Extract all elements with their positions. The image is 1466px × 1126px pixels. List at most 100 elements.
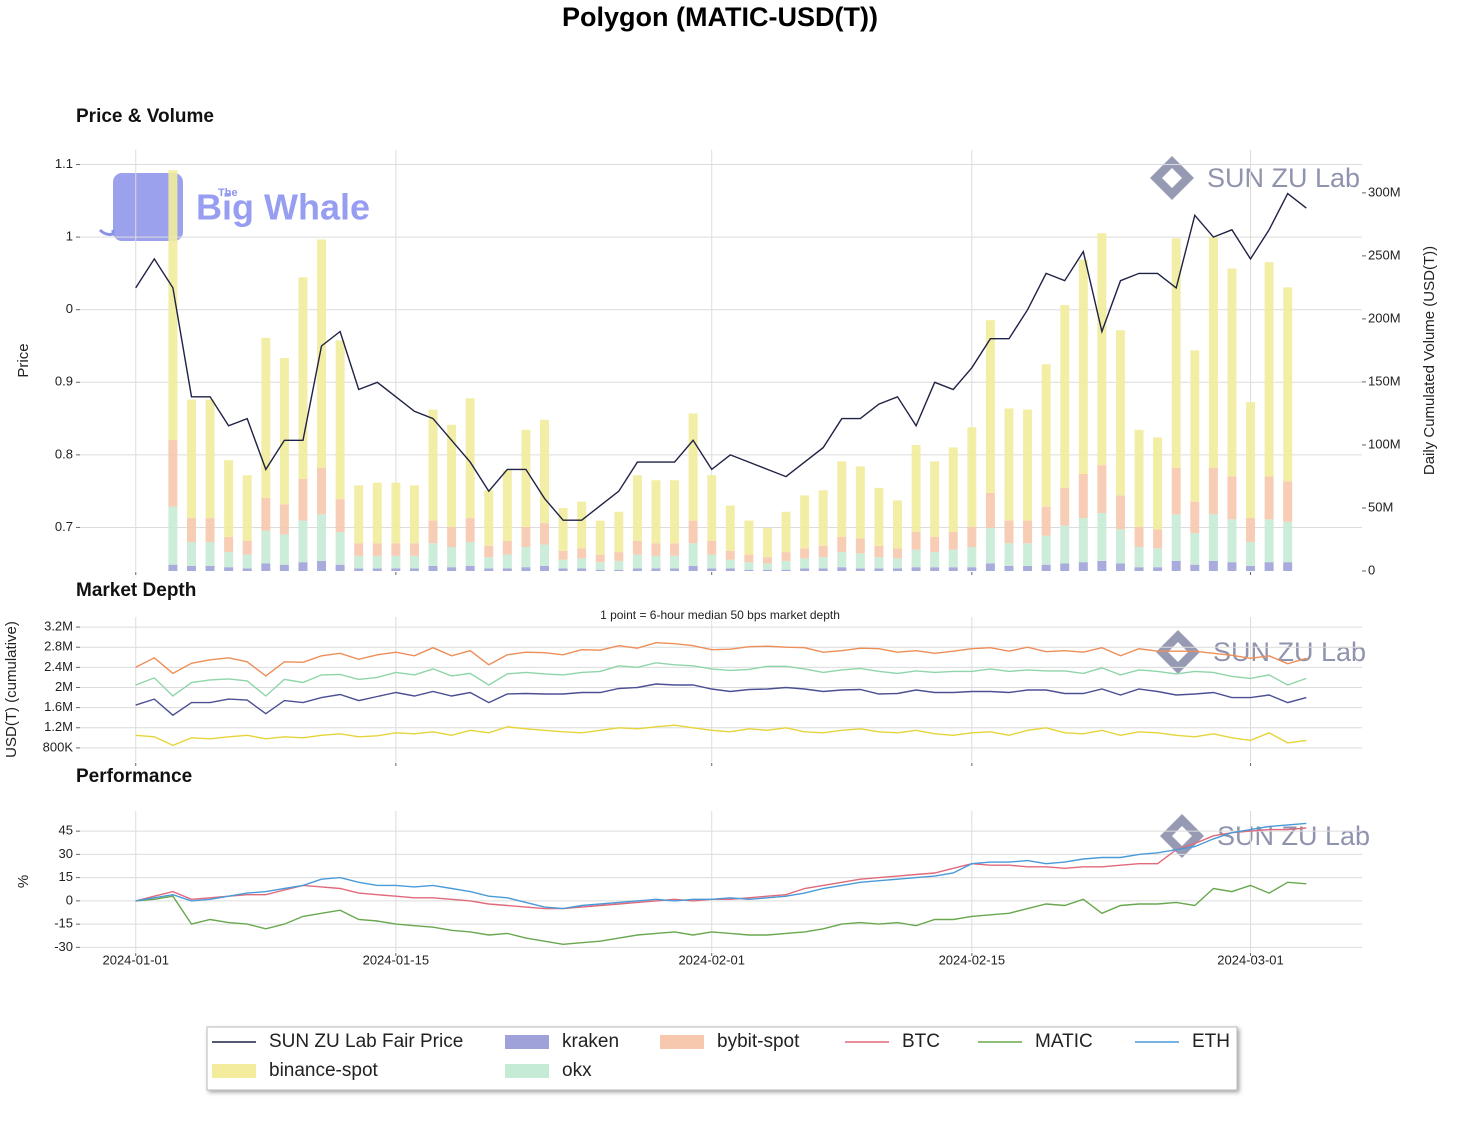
- volume-bar: [893, 568, 903, 571]
- volume-bar: [1134, 547, 1144, 568]
- volume-bar: [781, 569, 791, 571]
- volume-bar: [539, 419, 549, 524]
- volume-bar: [1227, 476, 1237, 520]
- volume-bar: [205, 542, 215, 566]
- volume-bar: [279, 534, 289, 565]
- volume-bar: [781, 511, 791, 553]
- y2-tick-label: 150M: [1368, 373, 1401, 388]
- volume-bar: [1004, 520, 1014, 544]
- volume-bar: [317, 239, 327, 468]
- volume-bar: [651, 555, 661, 569]
- y2-tick-label: 0: [1368, 562, 1375, 577]
- volume-bar: [1060, 305, 1070, 488]
- volume-bar: [298, 562, 308, 571]
- logo-text: Big Whale: [196, 187, 370, 228]
- volume-bar: [521, 526, 531, 548]
- volume-bar: [391, 568, 401, 571]
- volume-bar: [1208, 467, 1218, 515]
- page-title: Polygon (MATIC-USD(T)): [562, 2, 878, 32]
- legend-label: MATIC: [1035, 1031, 1093, 1052]
- volume-bar: [781, 552, 791, 561]
- volume-bar: [1283, 287, 1293, 482]
- volume-bar: [744, 554, 754, 563]
- volume-bar: [1097, 465, 1107, 514]
- volume-bar: [428, 543, 438, 566]
- volume-bar: [168, 506, 178, 565]
- volume-bar: [205, 518, 215, 543]
- volume-bar: [1153, 437, 1163, 530]
- volume-bar: [261, 337, 271, 498]
- y-axis-label: %: [15, 875, 32, 888]
- volume-bar: [725, 505, 735, 551]
- volume-bar: [447, 567, 457, 571]
- volume-bar: [317, 514, 327, 561]
- volume-bar: [484, 557, 494, 569]
- volume-bar: [855, 466, 865, 539]
- volume-bar: [1041, 564, 1051, 571]
- volume-bar: [1097, 513, 1107, 561]
- volume-bar: [837, 552, 847, 568]
- volume-bar: [558, 550, 568, 560]
- y-tick-label: 45: [59, 823, 73, 838]
- volume-bar: [335, 340, 345, 500]
- volume-bar: [279, 564, 289, 571]
- volume-bar: [354, 543, 364, 556]
- volume-bar: [1190, 533, 1200, 565]
- volume-bar: [502, 470, 512, 541]
- volume-bar: [855, 553, 865, 569]
- volume-bar: [1023, 543, 1033, 566]
- volume-bar: [632, 475, 642, 541]
- volume-bar: [1208, 236, 1218, 468]
- volume-bar: [1153, 548, 1163, 568]
- volume-bar: [1227, 519, 1237, 563]
- volume-bar: [261, 530, 271, 564]
- volume-bar: [837, 536, 847, 553]
- sunzu-logo: [1156, 630, 1200, 674]
- volume-bar: [224, 536, 234, 553]
- volume-bar: [1246, 402, 1256, 519]
- volume-bar: [447, 547, 457, 568]
- volume-bar: [670, 568, 680, 571]
- volume-bar: [595, 569, 605, 571]
- volume-bar: [577, 568, 587, 571]
- volume-bar: [261, 563, 271, 571]
- volume-bar: [930, 567, 940, 571]
- y2-axis-label: Daily Cumulated Volume (USD(T)): [1421, 246, 1438, 475]
- volume-bar: [242, 554, 252, 569]
- volume-bar: [874, 487, 884, 546]
- x-tick-label: 2024-03-01: [1217, 952, 1284, 967]
- volume-bar: [1246, 518, 1256, 543]
- y2-tick-label: 50M: [1368, 499, 1393, 514]
- volume-bar: [279, 504, 289, 535]
- volume-bar: [1153, 529, 1163, 549]
- volume-bar: [725, 568, 735, 571]
- legend-label: kraken: [562, 1031, 619, 1052]
- volume-bar: [688, 520, 698, 544]
- volume-bar: [577, 548, 587, 559]
- volume-bar: [186, 399, 196, 519]
- y2-tick-label: 100M: [1368, 436, 1401, 451]
- volume-bar: [484, 568, 494, 571]
- volume-bar: [335, 531, 345, 565]
- volume-bar: [1246, 542, 1256, 566]
- volume-bar: [911, 531, 921, 550]
- volume-bar: [632, 554, 642, 569]
- panel-title: Performance: [76, 766, 192, 787]
- sunzu-text: SUN ZU Lab: [1207, 163, 1360, 193]
- volume-bar: [372, 568, 382, 571]
- volume-bar: [1004, 408, 1014, 521]
- volume-bar: [1097, 560, 1107, 571]
- legend-swatch: [505, 1064, 549, 1078]
- volume-bar: [242, 475, 252, 541]
- volume-bar: [168, 564, 178, 571]
- volume-bar: [1283, 521, 1293, 563]
- volume-bar: [930, 536, 940, 553]
- y-axis-label: Price: [15, 343, 32, 377]
- volume-bar: [224, 552, 234, 568]
- volume-bar: [725, 550, 735, 560]
- volume-bar: [1041, 364, 1051, 507]
- volume-bar: [1134, 429, 1144, 527]
- volume-bar: [1078, 518, 1088, 563]
- legend-label: binance-spot: [269, 1060, 379, 1081]
- volume-bar: [948, 549, 958, 568]
